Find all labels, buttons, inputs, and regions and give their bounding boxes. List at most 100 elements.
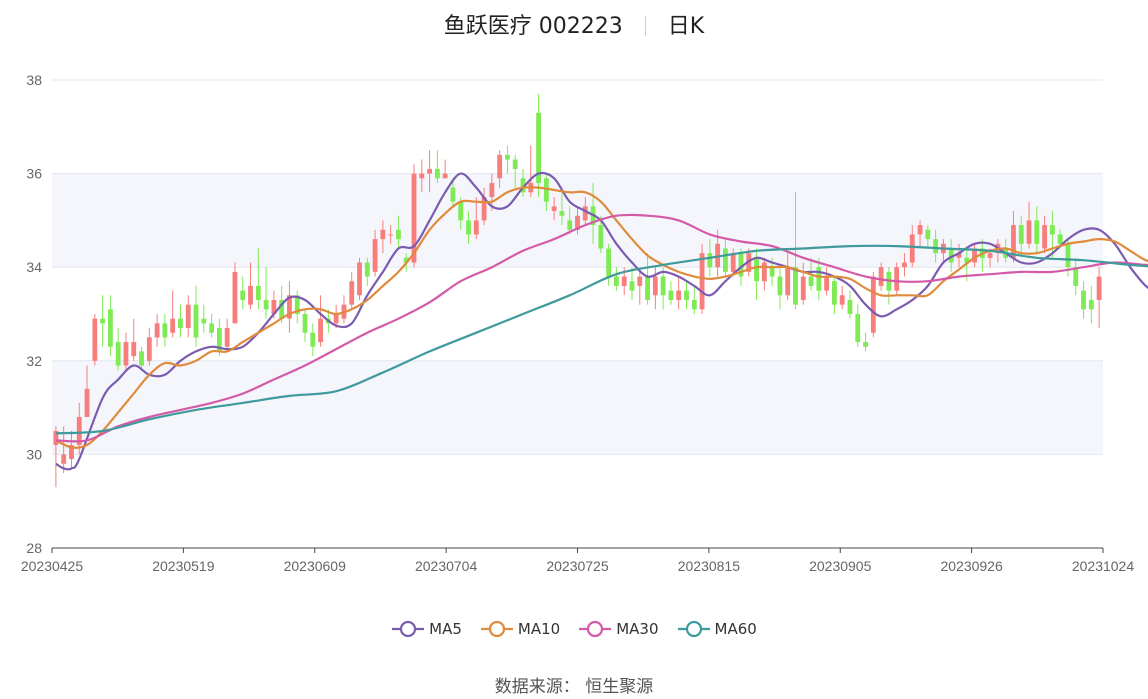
- candle-body: [279, 299, 285, 319]
- candle-body: [123, 342, 129, 366]
- candle-body: [847, 299, 853, 314]
- x-tick-label: 20230725: [546, 558, 609, 574]
- candle-body: [637, 276, 643, 286]
- y-tick-label: 38: [26, 72, 42, 88]
- candle-body: [863, 342, 868, 347]
- x-tick-label: 20230815: [678, 558, 741, 574]
- candle-body: [1018, 225, 1024, 244]
- x-tick-label: 20230905: [809, 558, 872, 574]
- candle-body: [948, 248, 954, 263]
- x-tick-label: 20230519: [152, 558, 215, 574]
- legend-item-ma10[interactable]: MA10: [480, 620, 560, 638]
- legend-item-ma5[interactable]: MA5: [391, 620, 462, 638]
- y-tick-label: 34: [26, 259, 42, 275]
- candle-body: [201, 318, 207, 324]
- candle-body: [645, 276, 650, 300]
- candle-body: [497, 154, 503, 179]
- candle-body: [396, 229, 401, 240]
- candle-body: [505, 154, 510, 160]
- candle-body: [271, 299, 277, 314]
- candle-body: [933, 239, 939, 254]
- candle-body: [1096, 276, 1102, 300]
- legend-label: MA30: [616, 620, 659, 638]
- legend-label: MA60: [714, 620, 757, 638]
- legend-item-ma60[interactable]: MA60: [677, 620, 757, 638]
- legend-marker-icon: [677, 620, 710, 638]
- candle-body: [567, 220, 573, 230]
- candle-body: [107, 309, 113, 347]
- candle-body: [349, 281, 355, 305]
- candle-body: [481, 197, 487, 221]
- candle-body: [146, 337, 152, 361]
- candle-body: [598, 225, 604, 249]
- legend-item-ma30[interactable]: MA30: [578, 620, 659, 638]
- candle-body: [707, 253, 713, 268]
- candle-body: [403, 257, 409, 263]
- x-tick-label: 20230926: [940, 558, 1003, 574]
- candle-body: [388, 234, 394, 236]
- candle-body: [248, 285, 253, 305]
- candle-body: [240, 290, 246, 300]
- candle-body: [1065, 243, 1071, 268]
- candle-body: [139, 351, 144, 366]
- chart-title: 鱼跃医疗 002223 日K: [0, 8, 1148, 40]
- candle-body: [839, 295, 845, 305]
- candle-body: [255, 285, 261, 300]
- candle-body: [738, 253, 744, 277]
- y-tick-label: 28: [26, 540, 42, 556]
- candle-body: [629, 281, 635, 291]
- candle-body: [902, 262, 907, 268]
- candle-body: [263, 299, 269, 310]
- candle-body: [178, 318, 183, 329]
- candle-body: [793, 267, 798, 305]
- candle-body: [606, 248, 612, 277]
- ma-line-ma10: [55, 186, 1148, 449]
- legend-marker-icon: [480, 620, 513, 638]
- candle-body: [1042, 225, 1048, 249]
- candle-body: [754, 257, 759, 282]
- candle-body: [730, 253, 736, 272]
- candle-body: [489, 182, 495, 197]
- y-tick-label: 30: [26, 446, 42, 462]
- candle-body: [660, 276, 666, 296]
- candle-body: [824, 276, 830, 291]
- candle-body: [442, 173, 448, 179]
- candle-body: [699, 253, 705, 310]
- candle-body: [614, 276, 619, 286]
- candle-body: [831, 281, 837, 305]
- period-label: 日K: [667, 14, 705, 39]
- ma-line-ma60: [55, 244, 1148, 435]
- candle-body: [808, 276, 814, 286]
- candle-body: [785, 267, 791, 296]
- kline-chart[interactable]: 28 30 32 34 36 38 20230425 20230519 20230609 2023…: [0, 0, 1148, 600]
- candle-body: [466, 220, 471, 235]
- candle-body: [512, 159, 518, 169]
- candle-body: [380, 229, 386, 240]
- candle-body: [170, 318, 176, 333]
- candle-body: [769, 267, 775, 277]
- candle-body: [318, 318, 324, 343]
- candle-body: [909, 234, 915, 263]
- candle-body: [419, 173, 425, 179]
- candle-body: [520, 178, 526, 193]
- x-tick-label: 20230425: [21, 558, 84, 574]
- candle-body: [92, 318, 98, 361]
- candle-body: [473, 220, 479, 235]
- candle-body: [987, 253, 993, 258]
- candle-body: [434, 168, 440, 179]
- candle-body: [131, 342, 137, 357]
- legend-marker-icon: [579, 620, 612, 638]
- candle-body: [870, 276, 876, 333]
- candle-body: [450, 187, 456, 202]
- candle-body: [956, 253, 962, 258]
- candle-body: [777, 276, 783, 296]
- candle-body: [621, 276, 627, 286]
- x-tick-label: 20231024: [1072, 558, 1135, 574]
- candle-body: [154, 323, 160, 338]
- candle-body: [855, 314, 861, 343]
- candle-body: [224, 328, 230, 347]
- candle-body: [684, 290, 689, 300]
- x-tick-label: 20230609: [284, 558, 347, 574]
- candle-body: [364, 262, 370, 277]
- candle-body: [543, 178, 549, 202]
